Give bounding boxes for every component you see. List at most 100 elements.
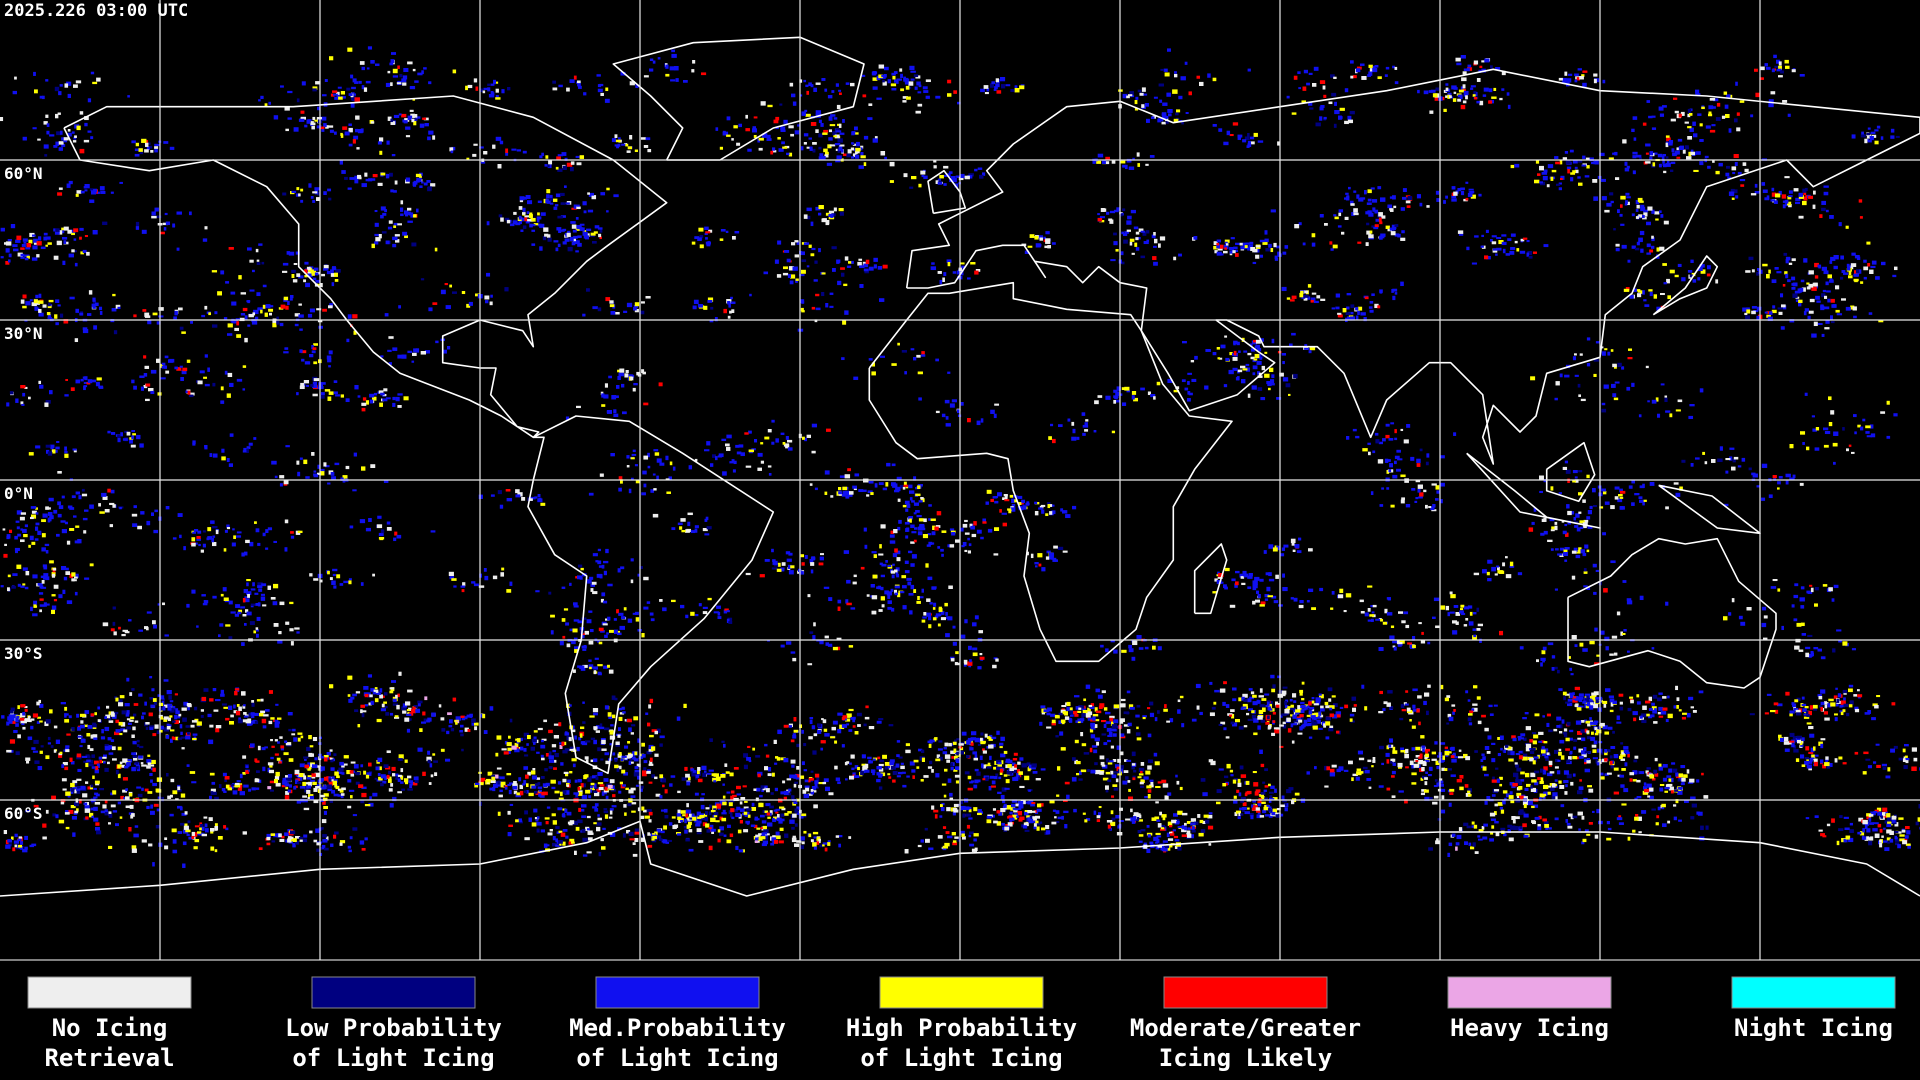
icing-pixel xyxy=(1862,820,1868,825)
icing-pixel xyxy=(1491,825,1495,829)
icing-pixel xyxy=(569,628,573,632)
icing-pixel xyxy=(1827,763,1833,767)
icing-pixel xyxy=(607,664,610,668)
icing-pixel xyxy=(424,350,430,354)
icing-pixel xyxy=(1226,763,1231,769)
icing-pixel xyxy=(314,772,320,778)
icing-pixel xyxy=(634,831,640,835)
icing-pixel xyxy=(1155,846,1160,850)
icing-pixel xyxy=(746,821,750,825)
icing-pixel xyxy=(1415,746,1421,751)
icing-pixel xyxy=(1265,721,1270,725)
icing-pixel xyxy=(85,762,89,768)
icing-pixel xyxy=(1887,841,1890,844)
icing-pixel xyxy=(204,828,209,833)
icing-pixel xyxy=(923,775,929,778)
icing-pixel xyxy=(1613,767,1619,771)
icing-pixel xyxy=(1240,774,1247,778)
icing-pixel xyxy=(1632,770,1638,775)
icing-pixel xyxy=(1245,780,1250,785)
icing-pixel xyxy=(163,717,168,722)
icing-pixel xyxy=(1328,728,1334,732)
icing-pixel xyxy=(1882,840,1888,843)
icing-pixel xyxy=(1337,711,1341,716)
icing-pixel xyxy=(1074,714,1079,717)
icing-pixel xyxy=(224,370,228,375)
icing-pixel xyxy=(1110,721,1114,726)
icing-pixel xyxy=(144,701,147,706)
icing-pixel xyxy=(1098,806,1102,809)
icing-pixel xyxy=(1238,812,1241,817)
icing-pixel xyxy=(1488,704,1493,708)
icing-pixel xyxy=(1101,690,1106,694)
icing-pixel xyxy=(683,703,687,708)
icing-pixel xyxy=(993,820,998,824)
icing-pixel xyxy=(980,740,986,745)
icing-pixel xyxy=(422,771,426,777)
icing-pixel xyxy=(407,775,412,779)
icing-pixel xyxy=(796,840,802,843)
icing-pixel xyxy=(1194,821,1199,825)
icing-pixel xyxy=(1425,753,1430,758)
icing-pixel xyxy=(1574,704,1578,707)
icing-pixel xyxy=(263,714,269,717)
icing-pixel xyxy=(708,769,714,772)
icing-pixel xyxy=(935,773,940,778)
icing-pixel xyxy=(1800,744,1804,747)
icing-pixel xyxy=(213,709,219,712)
icing-pixel xyxy=(187,390,191,395)
icing-pixel xyxy=(1546,752,1550,755)
icing-pixel xyxy=(1210,760,1216,766)
icing-pixel xyxy=(624,745,629,749)
icing-pixel xyxy=(1140,785,1145,788)
icing-pixel xyxy=(933,602,937,607)
icing-pixel xyxy=(545,821,549,825)
icing-pixel xyxy=(1420,792,1426,796)
icing-pixel xyxy=(1272,797,1278,801)
icing-pixel xyxy=(628,488,632,494)
icing-pixel xyxy=(842,715,848,719)
icing-pixel xyxy=(590,785,593,789)
icing-pixel xyxy=(333,753,337,757)
icing-pixel xyxy=(146,805,150,810)
icing-pixel xyxy=(71,816,77,820)
icing-pixel xyxy=(1336,730,1340,734)
icing-pixel xyxy=(31,843,37,847)
icing-pixel xyxy=(1627,836,1631,841)
icing-pixel xyxy=(324,389,331,392)
icing-pixel xyxy=(1128,796,1133,801)
icing-pixel xyxy=(902,585,907,589)
icing-pixel xyxy=(1873,761,1877,764)
icing-pixel xyxy=(47,512,53,516)
icing-pixel xyxy=(1876,695,1881,698)
icing-pixel xyxy=(1629,778,1633,782)
icing-pixel xyxy=(1605,749,1611,753)
icing-pixel xyxy=(1635,814,1639,817)
icing-pixel xyxy=(1238,697,1242,702)
icing-pixel xyxy=(281,785,287,788)
icing-pixel xyxy=(1032,816,1037,821)
icing-pixel xyxy=(1688,696,1694,701)
icing-pixel xyxy=(1282,721,1286,725)
icing-pixel xyxy=(332,758,335,762)
icing-pixel xyxy=(299,786,306,789)
icing-pixel xyxy=(523,737,527,740)
icing-pixel xyxy=(5,844,11,849)
icing-pixel xyxy=(1147,794,1151,799)
icing-pixel xyxy=(62,762,68,766)
icing-pixel xyxy=(1737,465,1742,468)
icing-pixel xyxy=(1584,829,1589,832)
icing-pixel xyxy=(1723,616,1728,621)
icing-pixel xyxy=(562,790,567,794)
icing-pixel xyxy=(1422,760,1426,765)
icing-pixel xyxy=(641,492,646,496)
icing-pixel xyxy=(88,759,94,764)
icing-pixel xyxy=(1286,712,1289,716)
icing-pixel xyxy=(684,829,688,834)
icing-pixel xyxy=(1054,816,1057,819)
icing-pixel xyxy=(125,712,130,717)
icing-pixel xyxy=(363,770,367,775)
icing-pixel xyxy=(152,698,157,702)
icing-pixel xyxy=(1397,644,1402,647)
icing-pixel xyxy=(1447,713,1452,718)
